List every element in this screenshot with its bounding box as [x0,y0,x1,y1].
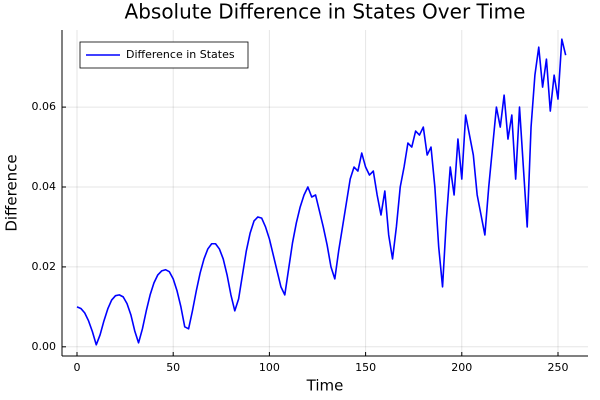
line-series [76,38,567,346]
x-tick-label: 150 [355,361,376,374]
y-tick-label: 0.00 [32,340,57,353]
legend-label: Difference in States [126,48,235,61]
y-axis-label: Difference [3,154,21,231]
chart-title: Absolute Difference in States Over Time [125,0,526,24]
y-tick-label: 0.06 [32,100,57,113]
x-tick-label: 200 [451,361,472,374]
x-tick-label: 100 [259,361,280,374]
y-tick-label: 0.04 [32,180,57,193]
x-tick-label: 0 [74,361,81,374]
x-axis-label: Time [306,377,344,395]
x-tick-label: 50 [166,361,180,374]
x-tick-label: 250 [547,361,568,374]
y-tick-label: 0.02 [32,260,57,273]
